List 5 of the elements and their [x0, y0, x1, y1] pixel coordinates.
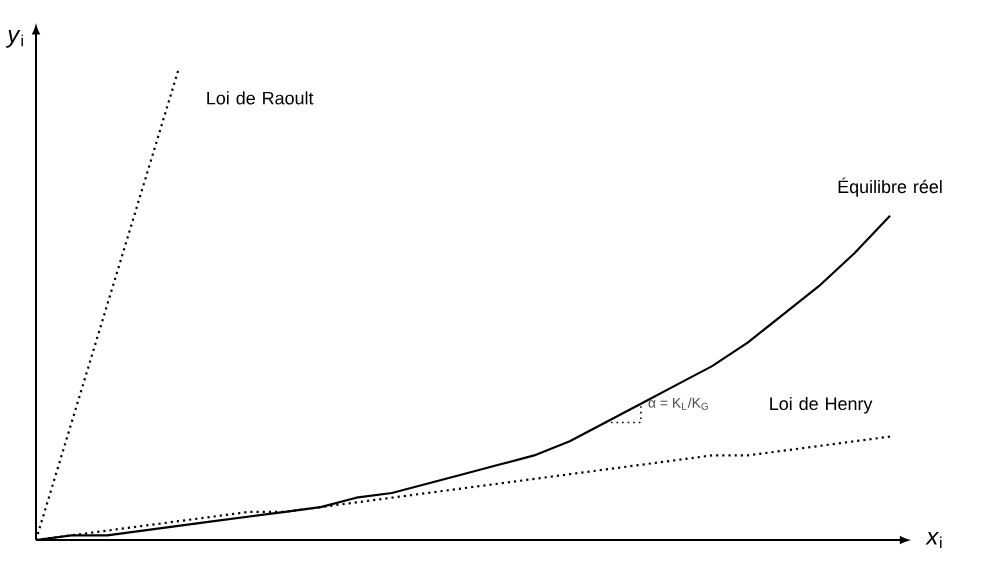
y-axis-title: y$_{i}$ — [5, 30, 23, 48]
series-label: Équilibre réel — [838, 177, 942, 197]
series-label: Loi de Henry — [770, 396, 873, 414]
series-label: Loi de Raoult — [207, 91, 314, 105]
x-axis-title: x$_{i}$ — [925, 531, 942, 549]
